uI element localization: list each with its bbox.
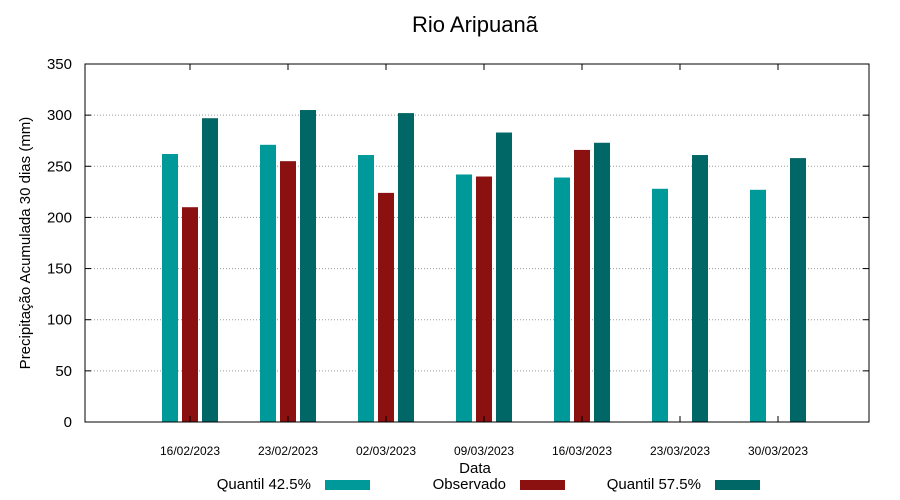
legend-swatch-1	[325, 480, 370, 490]
bar-2-23-02-2023	[280, 161, 296, 422]
bar-2-02-03-2023	[378, 192, 394, 422]
legend: Quantil 42.5% Observado Quantil 57.5%	[217, 476, 760, 493]
y-axis-label: Precipitação Acumulada 30 dias (mm)	[17, 117, 34, 370]
y-tick-label: 300	[47, 107, 72, 124]
bar-3-23-02-2023	[300, 110, 316, 423]
bar-2-16-03-2023	[574, 149, 590, 423]
bar-3-23-03-2023	[692, 155, 708, 422]
legend-swatch-3	[715, 480, 760, 490]
bar-3-09-03-2023	[496, 132, 512, 422]
bar-1-23-03-2023	[652, 188, 668, 422]
y-tick-label: 50	[55, 363, 72, 380]
bar-1-09-03-2023	[456, 174, 472, 422]
bar-3-30-03-2023	[790, 158, 806, 423]
y-tick-label: 200	[47, 209, 72, 226]
x-tick-label: 23/02/2023	[258, 444, 318, 458]
bar-2-09-03-2023	[476, 176, 492, 422]
x-tick-label: 30/03/2023	[748, 444, 808, 458]
y-tick-label: 250	[47, 158, 72, 175]
bar-1-16-03-2023	[554, 177, 570, 422]
bar-2-16-02-2023	[182, 207, 198, 422]
y-tick-label: 0	[64, 414, 72, 431]
bar-3-16-02-2023	[202, 118, 218, 422]
chart-title: Rio Aripuanã	[412, 12, 539, 37]
y-axis-ticks: 0 50 100 150 200 250 300 350	[47, 56, 869, 431]
legend-label-3: Quantil 57.5%	[607, 476, 701, 493]
bar-1-30-03-2023	[750, 189, 766, 422]
x-tick-label: 09/03/2023	[454, 444, 514, 458]
y-tick-label: 150	[47, 261, 72, 278]
bar-3-16-03-2023	[594, 142, 610, 422]
bar-1-23-02-2023	[260, 144, 276, 422]
bar-1-02-03-2023	[358, 155, 374, 422]
legend-swatch-2	[520, 480, 565, 490]
y-tick-label: 100	[47, 312, 72, 329]
legend-label-1: Quantil 42.5%	[217, 476, 311, 493]
bar-3-02-03-2023	[398, 113, 414, 423]
x-tick-label: 02/03/2023	[356, 444, 416, 458]
x-axis-label: Data	[459, 460, 491, 477]
bar-1-16-02-2023	[162, 154, 178, 423]
x-tick-label: 16/03/2023	[552, 444, 612, 458]
y-tick-label: 350	[47, 56, 72, 73]
bars-group	[162, 110, 806, 423]
x-tick-label: 23/03/2023	[650, 444, 710, 458]
x-axis-ticks: 16/02/2023 23/02/2023 02/03/2023 09/03/2023…	[160, 64, 808, 458]
plot-frame	[84, 63, 870, 423]
x-tick-label: 16/02/2023	[160, 444, 220, 458]
legend-label-2: Observado	[433, 476, 506, 493]
